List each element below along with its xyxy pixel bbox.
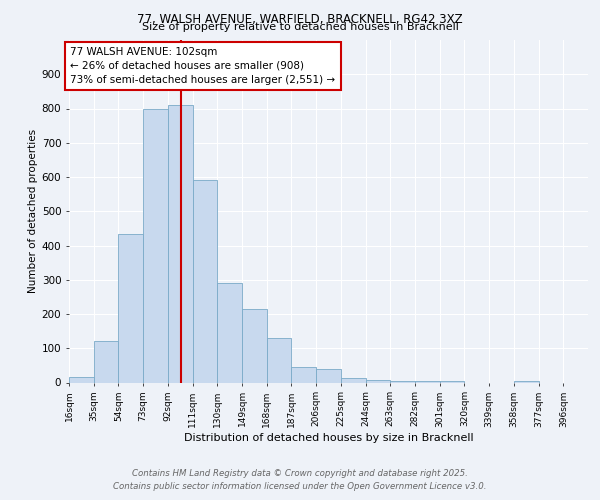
Bar xyxy=(415,381,440,382)
Bar xyxy=(292,367,316,382)
Y-axis label: Number of detached properties: Number of detached properties xyxy=(28,129,38,294)
Bar xyxy=(217,283,242,382)
Bar xyxy=(242,309,267,382)
X-axis label: Distribution of detached houses by size in Bracknell: Distribution of detached houses by size … xyxy=(184,434,473,444)
Bar xyxy=(168,105,193,382)
Text: 77 WALSH AVENUE: 102sqm
← 26% of detached houses are smaller (908)
73% of semi-d: 77 WALSH AVENUE: 102sqm ← 26% of detache… xyxy=(70,47,335,85)
Bar xyxy=(514,381,539,382)
Bar xyxy=(267,338,292,382)
Bar xyxy=(193,180,217,382)
Text: 77, WALSH AVENUE, WARFIELD, BRACKNELL, RG42 3XZ: 77, WALSH AVENUE, WARFIELD, BRACKNELL, R… xyxy=(137,12,463,26)
Bar xyxy=(69,378,94,382)
Bar xyxy=(341,378,365,382)
Text: Size of property relative to detached houses in Bracknell: Size of property relative to detached ho… xyxy=(142,22,458,32)
Bar xyxy=(143,108,168,382)
Text: Contains HM Land Registry data © Crown copyright and database right 2025.: Contains HM Land Registry data © Crown c… xyxy=(132,468,468,477)
Bar xyxy=(390,381,415,382)
Bar xyxy=(118,234,143,382)
Bar xyxy=(316,369,341,382)
Text: Contains public sector information licensed under the Open Government Licence v3: Contains public sector information licen… xyxy=(113,482,487,491)
Bar xyxy=(94,342,118,382)
Bar xyxy=(365,380,390,382)
Bar xyxy=(440,381,464,382)
